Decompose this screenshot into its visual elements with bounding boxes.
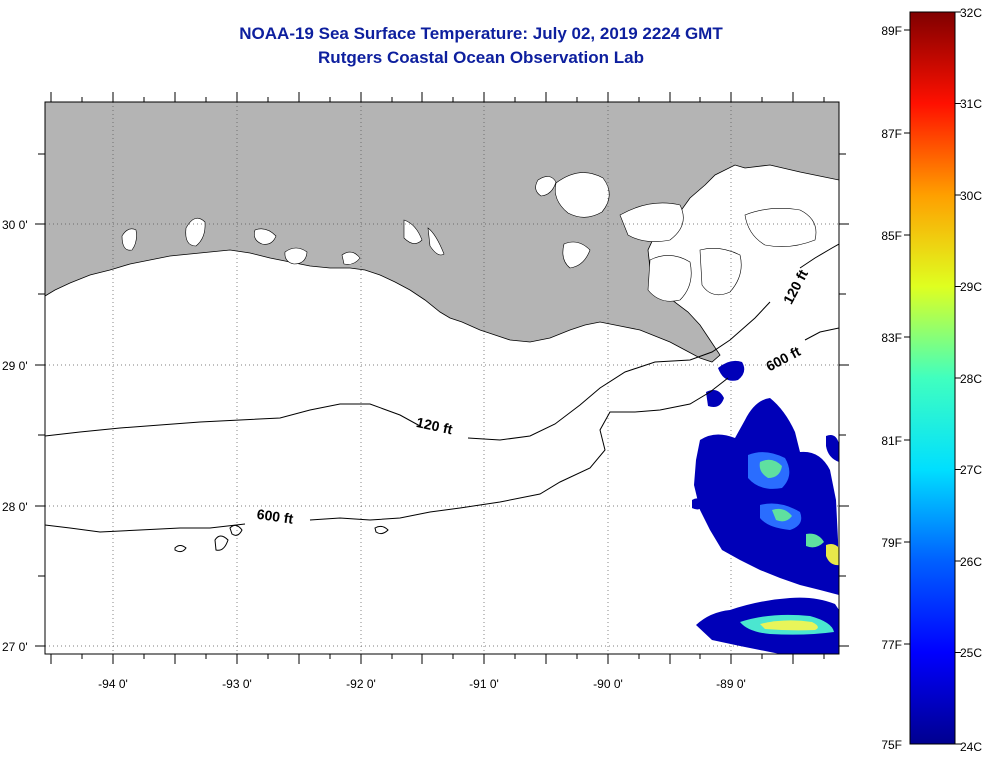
temperature-colorbar: 32C 31C 30C 29C 28C 27C 26C 25C 24C 89F … <box>881 6 982 754</box>
lon-label: -93 0' <box>222 677 252 691</box>
lon-label: -92 0' <box>346 677 376 691</box>
colorbar-f-label: 75F <box>881 738 902 752</box>
lon-label: -89 0' <box>716 677 746 691</box>
contour-label-600: 600 ft <box>256 506 295 527</box>
colorbar-f-label: 83F <box>881 331 902 345</box>
colorbar-f-label: 77F <box>881 638 902 652</box>
longitude-labels: -94 0' -93 0' -92 0' -91 0' -90 0' -89 0… <box>98 677 746 691</box>
lon-label: -91 0' <box>469 677 499 691</box>
colorbar-f-label: 81F <box>881 434 902 448</box>
sst-warm-south-yellow <box>760 620 818 631</box>
colorbar-f-label: 85F <box>881 229 902 243</box>
colorbar-gradient <box>909 11 956 745</box>
colorbar-f-label: 89F <box>881 24 902 38</box>
map-title: NOAA-19 Sea Surface Temperature: July 02… <box>239 24 723 43</box>
contour-600-delta <box>804 327 839 341</box>
lat-label: 29 0' <box>2 359 28 373</box>
sst-patch-main <box>694 398 839 595</box>
colorbar-c-label: 29C <box>960 280 982 294</box>
colorbar-c-label: 31C <box>960 97 982 111</box>
colorbar-c-label: 32C <box>960 6 982 20</box>
colorbar-f-label: 79F <box>881 536 902 550</box>
lat-label: 28 0' <box>2 500 28 514</box>
lon-label: -94 0' <box>98 677 128 691</box>
sst-warm-cyan <box>759 459 824 548</box>
contour-600-line <box>45 377 729 533</box>
colorbar-f-label: 87F <box>881 127 902 141</box>
axis-ticks <box>35 92 849 664</box>
contour-120-delta <box>799 243 839 269</box>
map-subtitle: Rutgers Coastal Ocean Observation Lab <box>318 48 644 67</box>
lon-label: -90 0' <box>593 677 623 691</box>
inland-waters <box>121 172 817 302</box>
contour-islands <box>174 524 389 553</box>
bathymetry-contours <box>45 243 839 553</box>
sst-warm-blue <box>748 452 802 530</box>
lat-label: 27 0' <box>2 640 28 654</box>
sst-warm-east-yellow <box>826 544 839 566</box>
lat-label: 30 0' <box>2 218 28 232</box>
colorbar-c-label: 25C <box>960 646 982 660</box>
sst-patch-north <box>718 360 745 381</box>
sst-data <box>692 360 839 654</box>
colorbar-c-label: 28C <box>960 372 982 386</box>
latitude-labels: 30 0' 29 0' 28 0' 27 0' <box>2 218 28 654</box>
contour-120-line <box>45 301 771 441</box>
map-panel: 120 ft 600 ft 120 ft 600 ft <box>45 102 839 654</box>
colorbar-c-label: 26C <box>960 555 982 569</box>
colorbar-c-label: 24C <box>960 740 982 754</box>
map-frame <box>44 101 840 655</box>
colorbar-c-label: 27C <box>960 463 982 477</box>
colorbar-c-label: 30C <box>960 189 982 203</box>
contour-label-120: 120 ft <box>415 414 454 437</box>
